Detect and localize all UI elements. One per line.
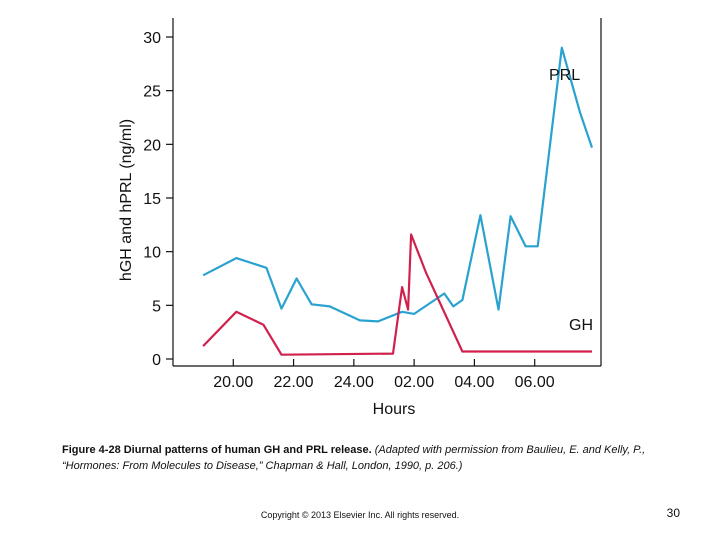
figure-label: Figure 4-28 Diurnal patterns of human GH… [62, 444, 372, 456]
x-tick-label: 24.00 [334, 374, 374, 391]
y-tick-label: 20 [143, 137, 161, 154]
x-tick-label: 02.00 [394, 374, 434, 391]
y-tick-label: 10 [143, 245, 161, 262]
series-label-prl: PRL [549, 67, 580, 84]
x-tick-label: 06.00 [515, 374, 555, 391]
y-tick-label: 5 [152, 298, 161, 315]
y-tick-label: 30 [143, 30, 161, 47]
x-tick-label: 22.00 [274, 374, 314, 391]
y-axis-ticks: 0 5 10 15 20 25 30 [143, 30, 173, 369]
page-number: 30 [666, 506, 680, 520]
copyright-notice: Copyright © 2013 Elsevier Inc. All right… [260, 510, 460, 520]
series-labels: PRL GH [549, 67, 593, 334]
x-tick-label: 20.00 [213, 374, 253, 391]
series-line-prl [202, 46, 594, 323]
y-tick-label: 0 [152, 352, 161, 369]
series-line-gh [202, 233, 592, 356]
chart: 0 5 10 15 20 25 30 20.00 22.00 24.00 02.00 04.00 06… [118, 18, 602, 418]
x-axis-ticks: 20.00 22.00 24.00 02.00 04.00 06.00 [213, 359, 555, 391]
figure-source-note: (Adapted with permission from Baulieu, E… [62, 444, 646, 472]
series-lines [202, 46, 594, 356]
x-axis-title: Hours [373, 401, 416, 418]
y-tick-label: 25 [143, 84, 161, 101]
series-label-gh: GH [569, 317, 593, 334]
y-axis-title: hGH and hPRL (ng/ml) [118, 119, 135, 281]
y-tick-label: 15 [143, 191, 161, 208]
figure-caption: Figure 4-28 Diurnal patterns of human GH… [62, 442, 662, 474]
x-tick-label: 04.00 [454, 374, 494, 391]
